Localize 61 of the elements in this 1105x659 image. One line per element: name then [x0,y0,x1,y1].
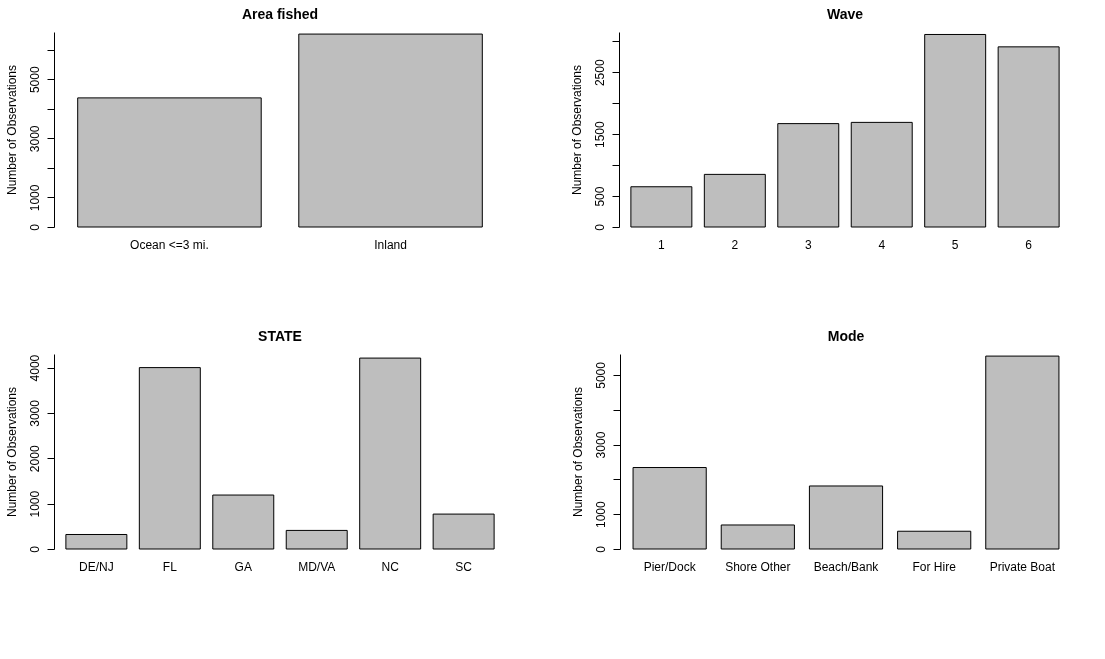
chart-title: Wave [826,6,864,22]
bar [630,186,693,228]
x-tick-label: SC [455,559,473,574]
y-tick-label: 500 [592,186,607,207]
bar [850,121,913,228]
x-tick-label: Inland [374,237,407,252]
y-tick-label: 1000 [27,490,42,518]
y-tick-label: 1000 [593,501,608,529]
bar [924,33,987,228]
bar [997,46,1060,228]
bar [65,533,128,550]
bar [808,485,884,550]
bar [720,524,795,550]
y-tick-label: 3000 [27,399,42,427]
bar [212,494,275,550]
x-tick-label: DE/NJ [79,559,114,574]
y-tick-label: 0 [592,223,607,231]
chart-title: STATE [258,328,302,344]
y-tick-label: 2500 [592,59,607,87]
x-tick-label: 3 [804,237,812,252]
bar [632,467,707,550]
bar [777,123,840,228]
x-tick-label: 5 [951,237,959,252]
chart-title: Area fished [241,6,319,22]
y-axis-title: Number of Observations [4,386,19,518]
y-axis-title: Number of Observations [569,64,584,196]
bar [285,529,348,550]
y-tick-label: 2000 [27,445,42,473]
y-tick-label: 5000 [27,66,42,94]
x-tick-label: MD/VA [298,559,336,574]
x-tick-label: Beach/Bank [813,559,880,574]
y-axis-title: Number of Observations [570,386,585,518]
x-tick-label: 2 [731,237,739,252]
bar [359,357,422,550]
y-tick-label: 0 [593,545,608,553]
y-tick-label: 0 [27,223,42,231]
x-tick-label: Ocean <=3 mi. [130,237,209,252]
x-tick-label: Private Boat [989,559,1056,574]
x-tick-label: 4 [878,237,886,252]
y-tick-label: 1500 [592,120,607,148]
y-tick-label: 1000 [27,184,42,212]
y-tick-label: 5000 [593,361,608,389]
x-tick-label: For Hire [912,559,957,574]
bar [138,367,201,550]
bar [985,355,1060,550]
bar [897,530,972,550]
bar [432,513,495,550]
x-tick-label: 6 [1025,237,1033,252]
x-tick-label: FL [162,559,178,574]
y-tick-label: 4000 [27,354,42,382]
y-tick-label: 3000 [27,125,42,153]
y-tick-label: 0 [27,545,42,553]
y-tick-label: 3000 [593,431,608,459]
x-tick-label: Pier/Dock [643,559,697,574]
x-tick-label: 1 [658,237,666,252]
y-axis-title: Number of Observations [4,64,19,196]
x-tick-label: GA [234,559,252,574]
chart-title: Mode [827,328,865,344]
x-tick-label: NC [381,559,400,574]
bar [703,173,766,228]
x-tick-label: Shore Other [725,559,791,574]
